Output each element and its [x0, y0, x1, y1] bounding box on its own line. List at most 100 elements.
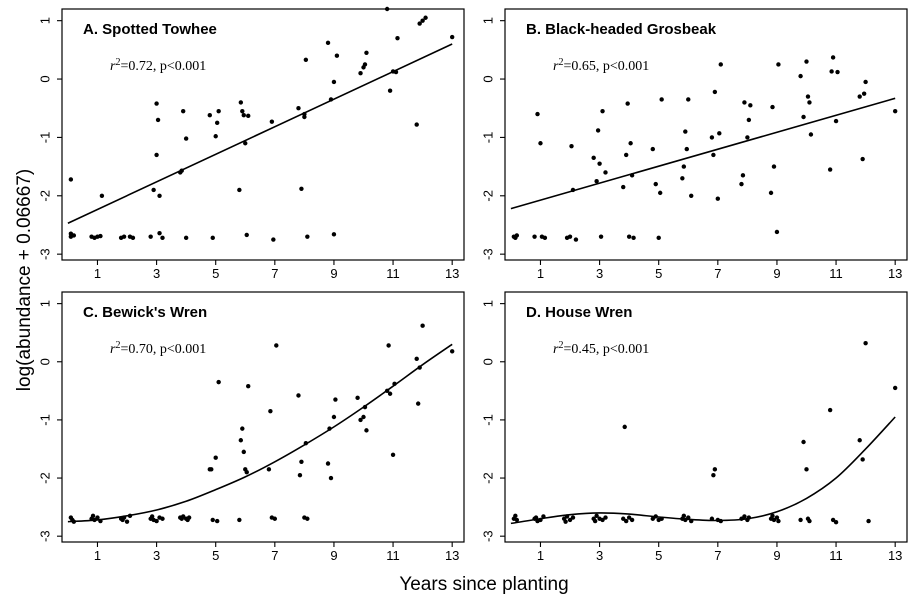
y-tick-label: 1: [481, 17, 496, 24]
data-point: [603, 170, 608, 175]
y-tick-label: -2: [38, 472, 53, 484]
data-point: [860, 457, 865, 462]
data-point: [866, 518, 871, 524]
data-point: [364, 50, 369, 55]
data-point: [393, 69, 399, 75]
data-point: [535, 111, 540, 117]
data-point: [334, 53, 340, 58]
data-point: [395, 35, 400, 41]
data-point: [573, 237, 579, 242]
data-point: [680, 176, 685, 181]
data-point: [414, 356, 419, 362]
plot-frame: [61, 291, 465, 543]
data-point: [358, 71, 363, 76]
data-point: [768, 190, 774, 196]
data-point: [390, 452, 396, 457]
data-point: [532, 234, 537, 239]
data-point: [739, 181, 744, 187]
y-tick-label: -3: [38, 530, 53, 542]
data-point: [656, 235, 661, 241]
x-tick-label: 7: [271, 266, 278, 281]
data-point: [567, 234, 573, 239]
data-point: [266, 467, 272, 472]
data-point: [303, 440, 309, 446]
data-point: [325, 40, 331, 46]
data-point: [598, 234, 604, 239]
data-point: [857, 94, 862, 99]
x-tick-label: 9: [330, 266, 337, 281]
fit-line: [510, 416, 896, 525]
x-tick-label: 9: [773, 548, 780, 563]
data-point: [71, 233, 77, 238]
y-tick-label: -2: [481, 472, 496, 484]
data-point: [449, 349, 455, 354]
data-point: [90, 513, 96, 519]
data-point: [711, 152, 716, 158]
data-point: [121, 515, 127, 520]
x-tick-label: 5: [212, 266, 219, 281]
y-tick-label: -1: [481, 414, 496, 426]
data-point: [216, 108, 221, 114]
data-point: [302, 114, 307, 120]
data-point: [149, 514, 155, 519]
data-point: [621, 184, 626, 190]
fit-line: [510, 97, 896, 210]
data-point: [68, 177, 74, 182]
data-point: [600, 517, 605, 523]
data-point: [597, 161, 602, 166]
data-point: [591, 155, 596, 161]
data-point: [623, 518, 629, 524]
y-tick-label: 1: [481, 300, 496, 307]
data-point: [71, 519, 77, 524]
data-point: [801, 439, 806, 445]
data-point: [243, 141, 248, 146]
y-tick-label: 0: [481, 358, 496, 365]
data-point: [238, 438, 244, 443]
data-point: [296, 393, 301, 398]
data-point: [827, 167, 833, 172]
data-point: [681, 513, 687, 519]
data-point: [776, 62, 781, 67]
data-point: [384, 388, 390, 394]
data-point: [240, 426, 245, 431]
data-point: [272, 516, 278, 521]
x-tick-label: 3: [153, 548, 160, 563]
data-point: [621, 516, 626, 521]
data-point: [296, 106, 301, 111]
data-point: [653, 514, 658, 519]
data-point: [331, 79, 337, 85]
data-point: [807, 518, 812, 524]
x-tick-label: 3: [153, 266, 160, 281]
x-tick-label: 3: [596, 266, 603, 281]
data-point: [592, 518, 598, 524]
data-point: [241, 449, 246, 455]
data-point: [186, 515, 192, 520]
data-point: [299, 459, 304, 464]
data-point: [98, 233, 103, 239]
r-squared-annotation: r2=0.45, p<0.001: [553, 340, 649, 357]
y-tick-label: 0: [38, 358, 53, 365]
data-point: [659, 97, 664, 102]
data-point: [244, 470, 249, 475]
data-point: [541, 514, 546, 519]
data-point: [861, 91, 867, 96]
data-point: [214, 518, 220, 524]
data-point: [417, 365, 422, 370]
data-point: [892, 108, 898, 114]
x-tick-label: 11: [829, 548, 843, 563]
data-point: [154, 152, 159, 158]
x-tick-label: 13: [888, 266, 902, 281]
data-point: [148, 234, 153, 239]
data-point: [830, 517, 836, 523]
data-point: [151, 187, 156, 193]
data-point: [538, 517, 543, 523]
x-tick-label: 13: [445, 548, 459, 563]
data-point: [717, 131, 722, 136]
data-point: [386, 343, 391, 348]
data-point: [684, 146, 689, 152]
data-point: [860, 156, 865, 162]
data-point: [331, 232, 337, 237]
data-point: [835, 69, 840, 75]
data-point: [361, 414, 366, 420]
data-point: [689, 518, 694, 524]
